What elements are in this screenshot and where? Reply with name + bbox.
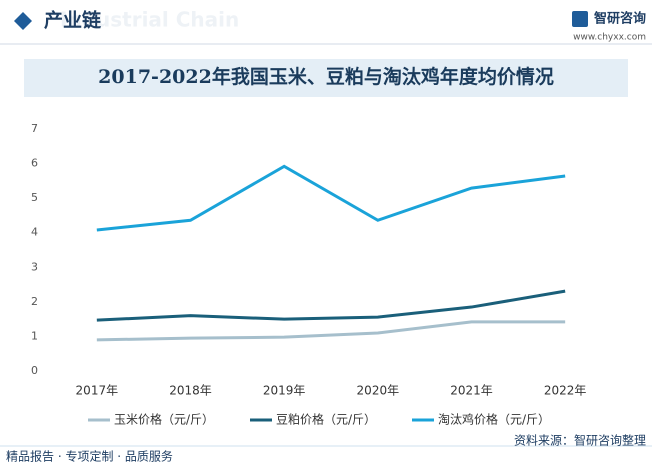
y-tick-label: 6 xyxy=(31,157,38,170)
brand-url: www.chyxx.com xyxy=(573,33,646,43)
diamond-icon xyxy=(14,12,32,30)
y-tick-label: 4 xyxy=(31,226,38,239)
y-tick-label: 7 xyxy=(31,122,38,135)
brand-name: 智研咨询 xyxy=(594,11,646,27)
section-watermark: Industrial Chain xyxy=(60,8,239,32)
x-tick-label: 2021年 xyxy=(450,384,493,398)
footer-source: 资料来源：智研咨询整理 xyxy=(514,433,646,448)
x-tick-label: 2018年 xyxy=(169,384,212,398)
y-tick-label: 5 xyxy=(31,191,38,204)
chart-title: 2017-2022年我国玉米、豆粕与淘汰鸡年度均价情况 xyxy=(98,65,554,88)
brand-logo xyxy=(572,11,588,27)
y-tick-label: 2 xyxy=(31,295,38,308)
y-tick-label: 0 xyxy=(31,364,38,377)
series-line xyxy=(96,320,566,342)
x-tick-label: 2019年 xyxy=(263,384,306,398)
series-line xyxy=(96,289,566,322)
legend-label: 玉米价格（元/斤） xyxy=(114,412,214,427)
series-line xyxy=(96,164,566,232)
footer-slogan: 精品报告 · 专项定制 · 品质服务 xyxy=(6,449,173,464)
legend-label: 豆粕价格（元/斤） xyxy=(276,412,376,427)
section-title: 产业链 xyxy=(44,9,101,32)
legend-label: 淘汰鸡价格（元/斤） xyxy=(438,412,550,427)
title-box xyxy=(24,59,628,97)
x-tick-label: 2022年 xyxy=(544,384,587,398)
x-tick-label: 2020年 xyxy=(357,384,400,398)
x-tick-label: 2017年 xyxy=(76,384,119,398)
y-tick-label: 1 xyxy=(31,329,38,342)
y-tick-label: 3 xyxy=(31,260,38,273)
